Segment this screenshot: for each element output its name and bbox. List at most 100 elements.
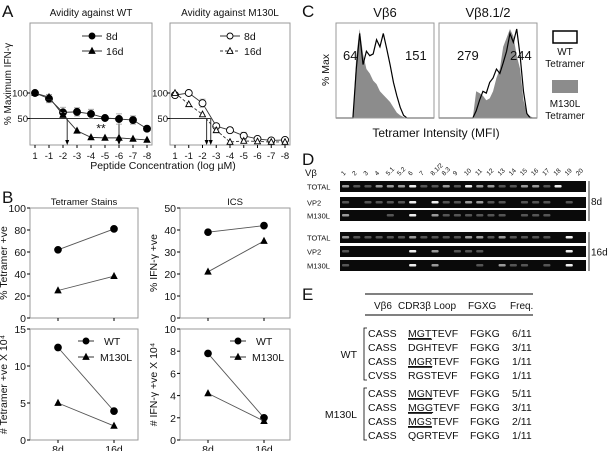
y-tick-label: 30 xyxy=(164,247,176,259)
y-tick-label: 60 xyxy=(14,247,26,259)
data-point xyxy=(129,134,137,142)
column-header: Vβ6 xyxy=(374,301,392,312)
cdr3-variable-residues: QGR xyxy=(408,430,432,442)
gel-band xyxy=(453,185,461,188)
legend-label: 8d xyxy=(244,31,256,43)
vb-motif: CASS xyxy=(368,342,397,354)
gel-band xyxy=(409,250,417,253)
fgxg-motif: FGKG xyxy=(470,388,500,400)
gel-band xyxy=(465,214,473,217)
data-point xyxy=(73,126,81,134)
cdr3-conserved-residues: TEVF xyxy=(431,328,458,340)
x-tick-label: -4 xyxy=(226,151,234,162)
chart-title: Avidity against M130L xyxy=(181,8,279,19)
gel-band xyxy=(420,185,428,188)
legend-label: 16d xyxy=(106,46,124,58)
series-line-WT xyxy=(57,228,115,251)
y-tick-label: 10 xyxy=(164,291,176,303)
x-tick-label: -6 xyxy=(253,151,261,162)
gel-band xyxy=(453,214,461,217)
x-axis-label: Tetramer Intensity (MFI) xyxy=(372,126,499,140)
mfi-m130l-value: 64 xyxy=(343,48,357,63)
lane-label: 17 xyxy=(541,167,551,177)
chart-title: ICS xyxy=(227,197,243,208)
y-tick-label: 0 xyxy=(20,313,26,325)
y-tick-label: 50 xyxy=(17,114,28,125)
gel-band xyxy=(409,201,417,204)
gel-band xyxy=(532,214,540,217)
y-axis-label: % Tetramer +ve xyxy=(0,226,10,300)
cdr3-variable-residues: MGG xyxy=(408,402,433,414)
x-tick-label: -7 xyxy=(267,151,275,162)
cdr3-variable-residues: MGT xyxy=(408,328,432,340)
frequency: 1/11 xyxy=(512,356,532,368)
cdr3-loop: DGHTEVF xyxy=(408,342,458,354)
series-line-M130L xyxy=(57,275,115,291)
vb-motif: CVSS xyxy=(368,370,397,382)
gel-band xyxy=(543,201,551,204)
arrow-head-icon xyxy=(204,140,209,145)
gel-row-label: VP2 xyxy=(307,199,321,208)
y-tick-label: 10 xyxy=(164,324,176,336)
frequency: 1/11 xyxy=(512,370,532,382)
lane-label: 5.2 xyxy=(396,166,408,178)
lane-label: 4 xyxy=(374,170,382,178)
gel-strip xyxy=(340,210,586,221)
lane-label: 19 xyxy=(564,167,574,177)
lane-label: 20 xyxy=(575,167,585,177)
lane-label: 8.3 xyxy=(441,166,453,178)
data-point xyxy=(54,343,62,352)
series-line-M130L xyxy=(207,392,265,422)
lane-label: 7 xyxy=(418,170,426,178)
fgxg-motif: FGKG xyxy=(470,356,500,368)
x-tick-label: 8d xyxy=(202,444,214,451)
gel-band xyxy=(498,264,506,267)
lane-label: 15 xyxy=(519,167,529,177)
gel-band xyxy=(509,185,517,188)
gel-band xyxy=(375,201,383,204)
group-label: 8d xyxy=(591,197,602,208)
panel-label-a: A xyxy=(2,2,14,21)
gel-band xyxy=(520,185,529,188)
vb-motif: CASS xyxy=(368,402,397,414)
gel-strip xyxy=(340,246,586,257)
series-line-M130L xyxy=(57,402,115,427)
gel-band xyxy=(498,185,506,188)
gel-band xyxy=(342,264,350,267)
data-point xyxy=(260,236,268,244)
data-point xyxy=(198,99,207,108)
gel-band xyxy=(431,236,439,239)
lane-label: 13 xyxy=(497,167,507,177)
gel-band xyxy=(465,236,473,239)
gel-band xyxy=(342,214,350,217)
gel-band xyxy=(498,236,506,239)
gel-band xyxy=(476,185,484,188)
series-line-16d xyxy=(174,92,285,143)
y-tick-label: 0 xyxy=(170,435,176,447)
panel-label-e: E xyxy=(302,285,313,304)
gel-band xyxy=(431,214,439,217)
lane-label: 18 xyxy=(553,167,563,177)
legend-marker xyxy=(82,352,90,360)
gel-band xyxy=(487,201,495,204)
column-header: FGXG xyxy=(468,301,497,312)
gel-band xyxy=(498,214,506,217)
gel-band xyxy=(342,250,350,253)
gel-band xyxy=(453,236,461,239)
x-tick-label: 16d xyxy=(255,444,273,451)
cdr3-conserved-residues: TEVF xyxy=(433,388,460,400)
gel-band xyxy=(565,264,573,267)
data-point xyxy=(143,124,151,133)
gel-band xyxy=(453,250,461,253)
y-tick-label: 40 xyxy=(164,225,176,237)
gel-band xyxy=(431,264,439,267)
x-tick-label: -3 xyxy=(212,151,220,162)
gel-row-label: TOTAL xyxy=(307,183,330,192)
mfi-wt-value: 151 xyxy=(405,48,427,63)
gel-strip xyxy=(340,181,586,192)
gel-band xyxy=(364,236,372,239)
frequency: 3/11 xyxy=(512,342,532,354)
legend-marker xyxy=(88,32,96,40)
gel-band xyxy=(498,201,506,204)
gel-band xyxy=(431,250,439,253)
